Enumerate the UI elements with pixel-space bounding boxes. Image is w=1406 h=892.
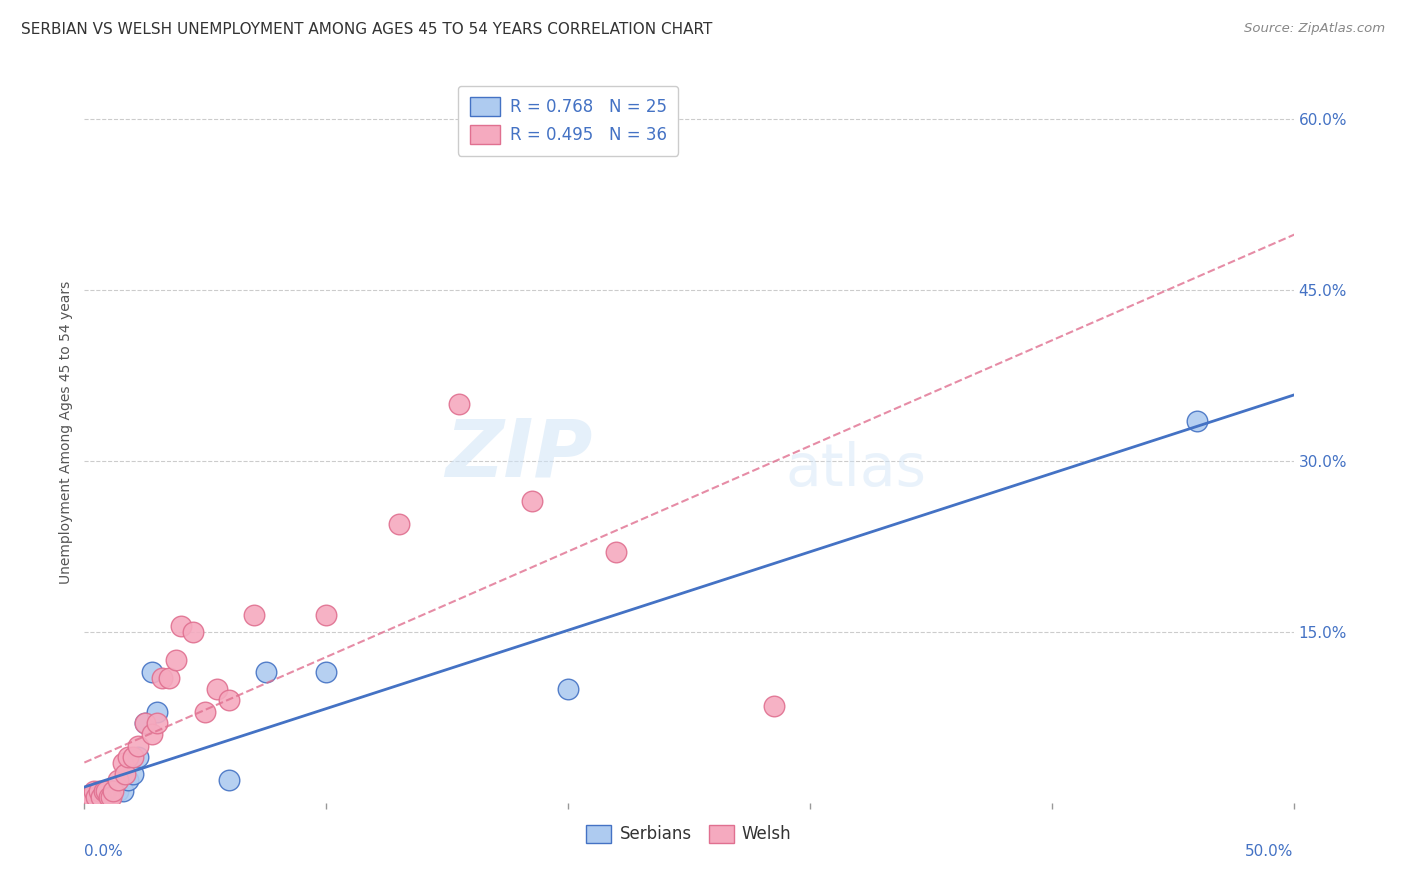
Point	[80, 790, 103, 805]
Point	[103, 784, 125, 798]
Point	[94, 784, 117, 798]
Point	[83, 784, 105, 798]
Point	[86, 790, 108, 805]
Point	[87, 790, 110, 805]
Point	[170, 619, 193, 633]
Point	[117, 750, 139, 764]
Text: ZIP: ZIP	[444, 416, 592, 494]
Point	[242, 607, 264, 622]
Point	[117, 772, 139, 787]
Point	[87, 784, 110, 798]
Point	[181, 624, 204, 639]
Text: 0.0%: 0.0%	[84, 844, 124, 858]
Point	[315, 607, 337, 622]
Point	[77, 790, 100, 805]
Point	[97, 784, 120, 798]
Point	[134, 716, 156, 731]
Point	[121, 750, 143, 764]
Point	[146, 705, 169, 719]
Point	[127, 739, 149, 753]
Point	[76, 790, 98, 805]
Point	[97, 790, 120, 805]
Point	[194, 705, 217, 719]
Point	[127, 750, 149, 764]
Point	[146, 716, 169, 731]
Point	[150, 671, 173, 685]
Point	[449, 397, 471, 411]
Point	[90, 790, 112, 805]
Text: Source: ZipAtlas.com: Source: ZipAtlas.com	[1244, 22, 1385, 36]
Point	[80, 790, 103, 805]
Point	[254, 665, 277, 679]
Point	[100, 784, 122, 798]
Point	[218, 772, 240, 787]
Point	[94, 784, 117, 798]
Text: 50.0%: 50.0%	[1246, 844, 1294, 858]
Point	[107, 772, 129, 787]
Point	[93, 790, 115, 805]
Point	[112, 784, 135, 798]
Point	[100, 790, 122, 805]
Point	[107, 784, 129, 798]
Point	[157, 671, 180, 685]
Legend: Serbians, Welsh: Serbians, Welsh	[579, 818, 799, 850]
Point	[315, 665, 337, 679]
Point	[114, 767, 136, 781]
Point	[388, 516, 411, 531]
Point	[112, 756, 135, 770]
Point	[605, 545, 627, 559]
Point	[86, 790, 108, 805]
Point	[83, 790, 105, 805]
Point	[90, 790, 112, 805]
Point	[93, 784, 115, 798]
Point	[141, 665, 163, 679]
Text: SERBIAN VS WELSH UNEMPLOYMENT AMONG AGES 45 TO 54 YEARS CORRELATION CHART: SERBIAN VS WELSH UNEMPLOYMENT AMONG AGES…	[21, 22, 713, 37]
Point	[165, 653, 187, 667]
Point	[207, 681, 229, 696]
Point	[76, 790, 98, 805]
Point	[762, 698, 785, 713]
Point	[141, 727, 163, 741]
Y-axis label: Unemployment Among Ages 45 to 54 years: Unemployment Among Ages 45 to 54 years	[59, 281, 73, 584]
Point	[77, 790, 100, 805]
Point	[103, 784, 125, 798]
Point	[520, 494, 543, 508]
Point	[218, 693, 240, 707]
Point	[134, 716, 156, 731]
Point	[1185, 414, 1208, 428]
Text: atlas: atlas	[786, 442, 927, 498]
Point	[557, 681, 579, 696]
Point	[121, 767, 143, 781]
